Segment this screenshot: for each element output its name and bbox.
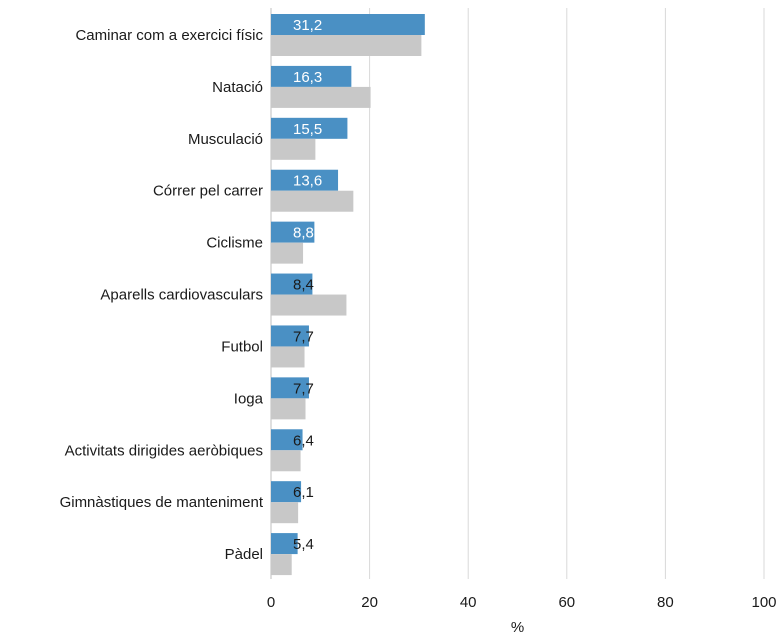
x-tick-label: 80 xyxy=(657,594,674,611)
category-label: Pàdel xyxy=(225,546,263,563)
data-label: 6,1 xyxy=(293,484,314,501)
category-label: Natació xyxy=(212,79,263,96)
bars: 31,2 16,3 15,5 13,6 8,8 8,4 7,7 7,7 6,4 6,1 5,4 xyxy=(271,14,425,576)
data-label: 16,3 xyxy=(293,69,322,86)
x-tick-label: 60 xyxy=(558,594,575,611)
bar-primary xyxy=(271,117,348,139)
bar-secondary xyxy=(271,346,305,368)
bar-secondary xyxy=(271,294,347,316)
data-label: 13,6 xyxy=(293,173,322,190)
bar-secondary xyxy=(271,138,316,160)
bar-primary xyxy=(271,169,339,191)
bar-secondary xyxy=(271,398,306,420)
bar-secondary xyxy=(271,554,292,576)
data-label: 31,2 xyxy=(293,17,322,34)
bar-primary xyxy=(271,325,309,347)
data-label: 15,5 xyxy=(293,121,322,138)
bar-primary xyxy=(271,221,315,243)
bar-primary xyxy=(271,481,302,503)
category-label: Ioga xyxy=(234,390,264,407)
bar-primary xyxy=(271,533,298,555)
bar-secondary xyxy=(271,190,354,212)
x-tick-label: 40 xyxy=(460,594,477,611)
bar-primary xyxy=(271,377,309,399)
category-label: Activitats dirigides aeròbiques xyxy=(65,442,263,459)
category-label: Aparells cardiovasculars xyxy=(100,287,263,304)
category-label: Córrer pel carrer xyxy=(153,183,263,200)
x-tick-label: 20 xyxy=(361,594,378,611)
data-label: 6,4 xyxy=(293,432,314,449)
bar-primary xyxy=(271,273,313,295)
category-label: Ciclisme xyxy=(206,235,263,252)
data-label: 5,4 xyxy=(293,536,314,553)
category-label: Musculació xyxy=(188,131,263,148)
bar-primary xyxy=(271,14,425,35)
category-labels: Caminar com a exercici físic Natació Muscu… xyxy=(60,27,264,563)
data-label: 8,4 xyxy=(293,277,314,294)
x-axis-title: % xyxy=(511,619,524,635)
bar-secondary xyxy=(271,450,301,472)
data-label: 8,8 xyxy=(293,225,314,242)
x-tick-labels: 0 20 40 60 80 100 xyxy=(267,594,777,611)
bar-primary xyxy=(271,65,352,87)
bar-secondary xyxy=(271,35,422,56)
category-label: Futbol xyxy=(221,338,263,355)
bar-secondary xyxy=(271,242,304,264)
x-tick-label: 0 xyxy=(267,594,275,611)
data-label: 7,7 xyxy=(293,380,314,397)
bar-primary xyxy=(271,429,303,451)
data-label: 7,7 xyxy=(293,328,314,345)
category-label: Caminar com a exercici físic xyxy=(75,27,263,44)
bar-secondary xyxy=(271,86,371,108)
bar-secondary xyxy=(271,502,299,524)
x-tick-label: 100 xyxy=(751,594,776,611)
category-label: Gimnàstiques de manteniment xyxy=(60,494,264,511)
